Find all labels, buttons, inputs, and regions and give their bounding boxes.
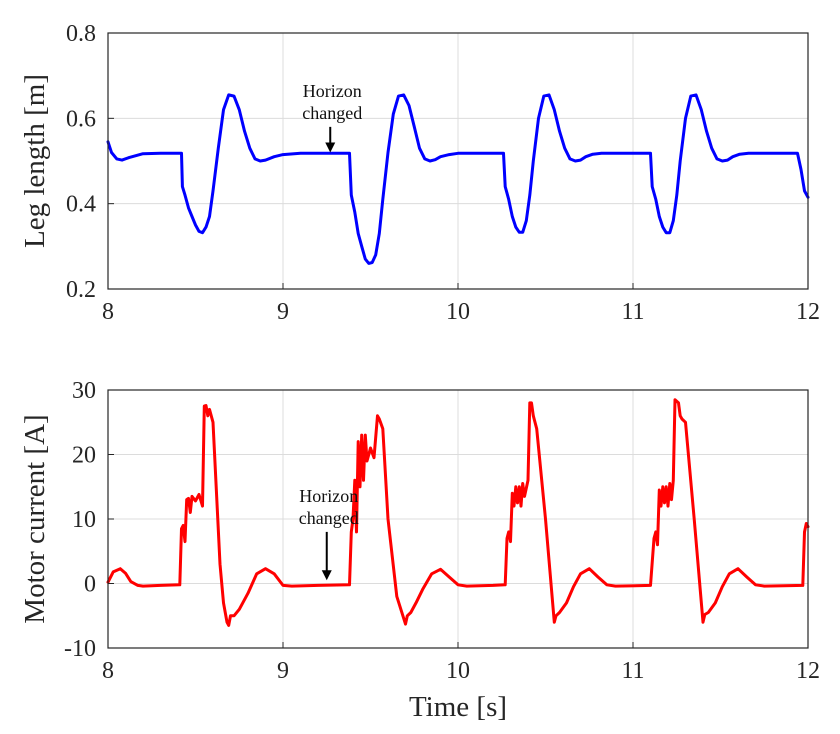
leg-length-gridlines <box>107 32 809 290</box>
horizon-arrow-top-head <box>325 142 336 153</box>
motor-current-xtick-label: 12 <box>796 658 820 684</box>
horizon-annotation-top-line1: Horizon <box>303 81 362 101</box>
motor-current-ytick-label: -10 <box>64 636 96 662</box>
horizon-annotation-bottom: Horizon changed <box>299 486 359 581</box>
horizon-annotation-bottom-line1: Horizon <box>299 486 358 506</box>
leg-length-xtick-label: 10 <box>446 299 470 325</box>
horizon-annotation-top: Horizon changed <box>302 81 362 153</box>
leg-length-ytick-label: 0.4 <box>66 192 96 218</box>
leg-length-plot: 8 9 10 11 12 0.2 0.4 0.6 0.8 Leg length [m] Hori… <box>19 21 820 325</box>
motor-current-series-group <box>106 398 810 627</box>
motor-current-xtick-label: 8 <box>102 658 114 684</box>
leg-length-ticks: 8 9 10 11 12 0.2 0.4 0.6 0.8 <box>66 21 820 325</box>
leg-length-ylabel: Leg length [m] <box>19 74 51 248</box>
motor-current-ytick-label: 20 <box>72 443 96 469</box>
horizon-annotation-bottom-line2: changed <box>299 508 359 528</box>
leg-length-ytick-label: 0.6 <box>66 106 96 132</box>
leg-length-xtick-label: 8 <box>102 299 114 325</box>
leg-length-series-group <box>106 93 810 265</box>
motor-current-ticks: 8 9 10 11 12 -10 0 10 20 30 <box>64 378 820 684</box>
motor-current-xtick-label: 11 <box>621 658 644 684</box>
leg-length-series-line <box>106 93 810 265</box>
motor-current-ylabel: Motor current [A] <box>19 414 51 623</box>
horizon-arrow-bottom-head <box>321 570 332 581</box>
motor-current-xtick-label: 9 <box>277 658 289 684</box>
motor-current-ytick-label: 0 <box>84 572 96 598</box>
motor-current-series-line <box>106 398 810 627</box>
motor-current-xtick-label: 10 <box>446 658 470 684</box>
horizon-annotation-top-line2: changed <box>302 103 362 123</box>
motor-current-ytick-label: 10 <box>72 507 96 533</box>
time-xlabel: Time [s] <box>409 691 507 723</box>
leg-length-xtick-label: 12 <box>796 299 820 325</box>
leg-length-xtick-label: 11 <box>621 299 644 325</box>
motor-current-plot: 8 9 10 11 12 -10 0 10 20 30 Motor current [A] Tim… <box>19 378 820 723</box>
leg-length-xtick-label: 9 <box>277 299 289 325</box>
leg-length-ytick-label: 0.2 <box>66 277 96 303</box>
motor-current-ytick-label: 30 <box>72 378 96 404</box>
leg-length-ytick-label: 0.8 <box>66 21 96 47</box>
